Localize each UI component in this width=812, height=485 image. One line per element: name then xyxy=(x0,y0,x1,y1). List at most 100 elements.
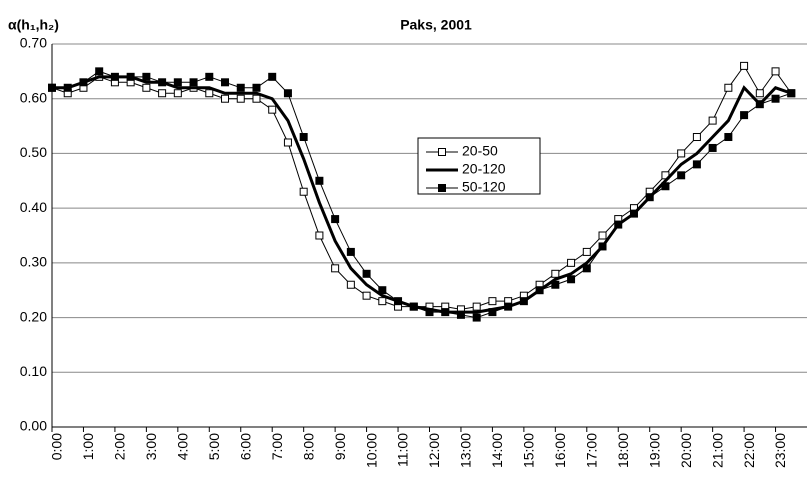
marker xyxy=(394,297,403,306)
marker xyxy=(724,83,733,92)
marker xyxy=(598,242,607,251)
marker xyxy=(551,280,560,289)
x-tick-label: 17:00 xyxy=(583,433,599,468)
x-tick-label: 1:00 xyxy=(80,433,96,460)
marker xyxy=(567,258,576,267)
legend-label: 20-50 xyxy=(462,143,498,159)
marker xyxy=(582,264,591,273)
marker xyxy=(771,94,780,103)
marker xyxy=(438,184,446,192)
marker xyxy=(221,78,230,87)
x-tick-label: 5:00 xyxy=(206,433,222,460)
marker xyxy=(519,297,528,306)
marker xyxy=(189,78,198,87)
x-tick-label: 7:00 xyxy=(269,433,285,460)
marker xyxy=(771,67,780,76)
marker xyxy=(378,286,387,295)
marker xyxy=(567,275,576,284)
marker xyxy=(488,308,497,317)
x-tick-label: 15:00 xyxy=(521,433,537,468)
marker xyxy=(110,72,119,81)
marker xyxy=(331,264,340,273)
marker xyxy=(315,231,324,240)
marker xyxy=(362,291,371,300)
x-tick-label: 18:00 xyxy=(615,433,631,468)
marker xyxy=(582,247,591,256)
marker xyxy=(535,286,544,295)
y-axis-title: α(h₁,h₂) xyxy=(8,17,59,33)
marker xyxy=(677,171,686,180)
marker xyxy=(236,83,245,92)
marker xyxy=(283,138,292,147)
marker xyxy=(346,247,355,256)
x-tick-label: 0:00 xyxy=(49,433,65,460)
marker xyxy=(268,105,277,114)
x-tick-label: 12:00 xyxy=(426,433,442,468)
y-tick-label: 0.70 xyxy=(20,35,47,51)
marker xyxy=(438,148,446,156)
marker xyxy=(692,133,701,142)
x-tick-label: 21:00 xyxy=(709,433,725,468)
x-tick-label: 10:00 xyxy=(363,433,379,468)
marker xyxy=(629,209,638,218)
y-tick-label: 0.60 xyxy=(20,89,47,105)
marker xyxy=(173,78,182,87)
x-tick-label: 11:00 xyxy=(395,433,411,467)
marker xyxy=(158,78,167,87)
x-tick-label: 9:00 xyxy=(332,433,348,460)
marker xyxy=(48,83,56,92)
x-tick-label: 16:00 xyxy=(552,433,568,468)
marker xyxy=(268,72,277,81)
marker xyxy=(378,297,387,306)
marker xyxy=(755,100,764,109)
x-tick-label: 3:00 xyxy=(143,433,159,460)
marker xyxy=(740,111,749,120)
marker xyxy=(724,133,733,142)
marker xyxy=(142,83,151,92)
y-tick-label: 0.30 xyxy=(20,254,47,270)
marker xyxy=(362,269,371,278)
x-tick-label: 22:00 xyxy=(741,433,757,468)
x-tick-label: 20:00 xyxy=(678,433,694,468)
marker xyxy=(126,72,135,81)
y-tick-label: 0.20 xyxy=(20,308,47,324)
marker xyxy=(692,160,701,169)
marker xyxy=(551,269,560,278)
marker xyxy=(252,83,261,92)
x-tick-label: 8:00 xyxy=(300,433,316,460)
marker xyxy=(79,78,88,87)
legend-label: 20-120 xyxy=(462,161,506,177)
marker xyxy=(425,308,434,317)
marker xyxy=(95,67,104,76)
x-tick-label: 4:00 xyxy=(175,433,191,460)
x-tick-label: 23:00 xyxy=(772,433,788,468)
marker xyxy=(252,94,261,103)
marker xyxy=(299,187,308,196)
marker xyxy=(598,231,607,240)
y-tick-label: 0.40 xyxy=(20,199,47,215)
marker xyxy=(740,61,749,70)
marker xyxy=(661,182,670,191)
marker xyxy=(441,308,450,317)
marker xyxy=(409,302,418,311)
marker xyxy=(142,72,151,81)
x-tick-label: 19:00 xyxy=(646,433,662,468)
marker xyxy=(236,94,245,103)
marker xyxy=(472,302,481,311)
series-line xyxy=(52,75,792,314)
y-tick-label: 0.50 xyxy=(20,144,47,160)
x-tick-label: 6:00 xyxy=(237,433,253,460)
marker xyxy=(456,310,465,319)
marker xyxy=(158,89,167,98)
marker xyxy=(472,313,481,322)
x-tick-label: 13:00 xyxy=(458,433,474,468)
marker xyxy=(283,89,292,98)
marker xyxy=(755,89,764,98)
marker xyxy=(346,280,355,289)
marker xyxy=(205,89,214,98)
chart-title: Paks, 2001 xyxy=(400,17,472,33)
marker xyxy=(614,220,623,229)
marker xyxy=(205,72,214,81)
